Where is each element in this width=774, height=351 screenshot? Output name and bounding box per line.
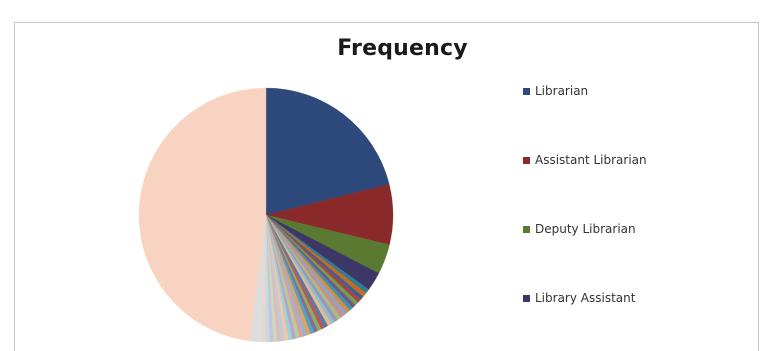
legend-swatch-deputy-librarian xyxy=(523,225,530,233)
legend-label-assistant-librarian: Assistant Librarian xyxy=(535,153,647,167)
legend-item-librarian: Librarian xyxy=(523,84,588,98)
legend-item-library-assistant: Library Assistant xyxy=(523,291,635,305)
legend-swatch-librarian xyxy=(523,87,530,95)
pie-slice-38 xyxy=(138,87,267,342)
chart-title: Frequency xyxy=(337,36,468,61)
legend-item-assistant-librarian: Assistant Librarian xyxy=(523,153,647,167)
pie-slices xyxy=(138,87,394,343)
legend-item-deputy-librarian: Deputy Librarian xyxy=(523,222,636,236)
legend-label-librarian: Librarian xyxy=(535,84,589,98)
pie-slice-librarian xyxy=(265,87,390,216)
legend-label-library-assistant: Library Assistant xyxy=(535,291,636,305)
legend-label-deputy-librarian: Deputy Librarian xyxy=(535,222,636,236)
legend-swatch-assistant-librarian xyxy=(523,156,530,164)
legend-swatch-library-assistant xyxy=(523,294,530,302)
